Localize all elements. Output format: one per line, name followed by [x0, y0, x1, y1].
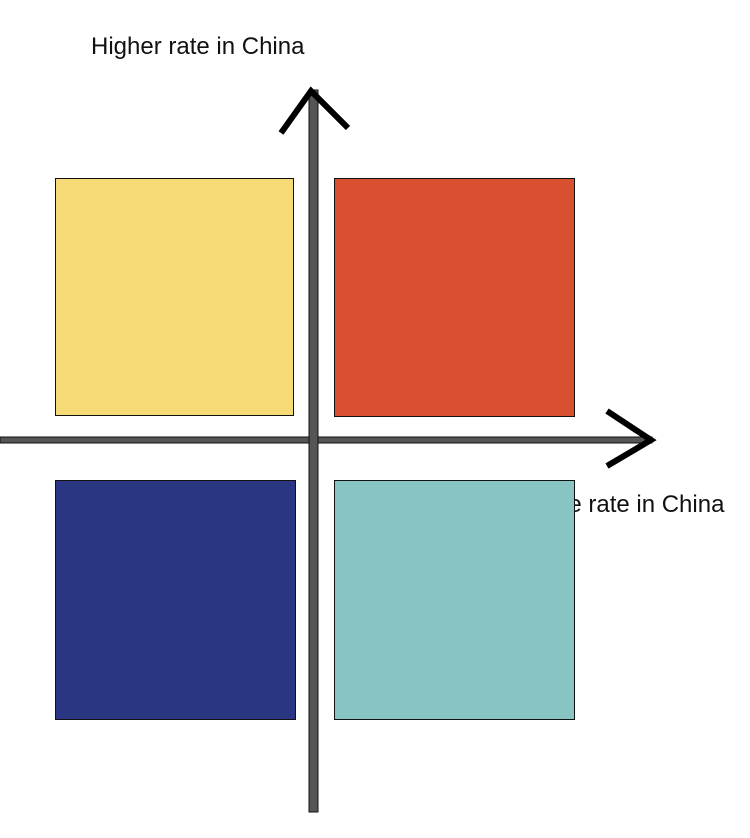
quadrant-top-right	[334, 178, 575, 417]
y-axis-arrow-icon	[278, 86, 351, 135]
x-axis-arrow-icon	[605, 408, 657, 469]
y-axis-line	[308, 89, 319, 813]
y-axis-label: Higher rate in China	[91, 33, 305, 60]
quadrant-top-left	[55, 178, 294, 416]
quadrant-bottom-right	[334, 480, 575, 720]
quadrant-bottom-left	[55, 480, 296, 720]
x-axis-line	[0, 436, 653, 444]
